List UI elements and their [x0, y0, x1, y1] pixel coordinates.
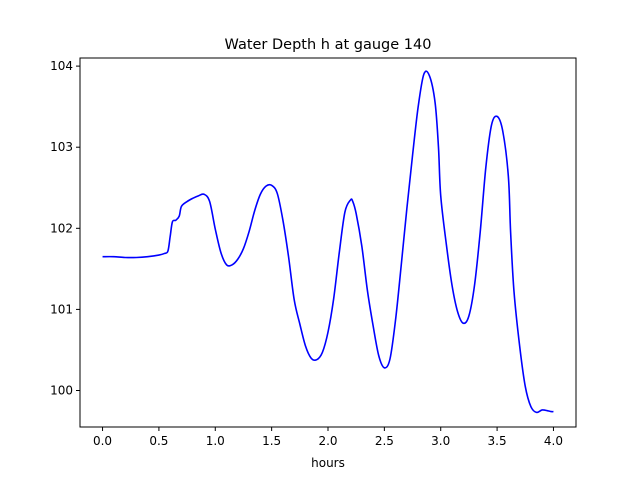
x-tick-label: 1.0	[206, 434, 225, 448]
series-line-0	[102, 70, 554, 414]
x-tick-label: 1.5	[262, 434, 281, 448]
y-tick-label: 101	[50, 302, 73, 316]
chart-title: Water Depth h at gauge 140	[225, 37, 432, 53]
x-axis: 0.0 0.5 1.0 1.5 2.0 2.5 3.0 3.5 4.0	[93, 427, 563, 448]
x-tick-label: 3.0	[431, 434, 450, 448]
x-tick-label: 2.0	[318, 434, 337, 448]
y-tick-label: 102	[50, 221, 73, 235]
y-tick-label: 103	[50, 140, 73, 154]
x-tick-label: 4.0	[544, 434, 563, 448]
x-axis-title: hours	[311, 456, 345, 470]
x-tick-label: 0.5	[149, 434, 168, 448]
x-tick-label: 2.5	[375, 434, 394, 448]
y-tick-label: 100	[50, 384, 73, 398]
x-tick-label: 0.0	[93, 434, 112, 448]
x-tick-label: 3.5	[488, 434, 507, 448]
y-axis: 100 101 102 103 104	[50, 59, 80, 398]
plot-area-frame	[79, 57, 577, 428]
y-tick-label: 104	[50, 59, 73, 73]
series-layer	[102, 70, 554, 414]
